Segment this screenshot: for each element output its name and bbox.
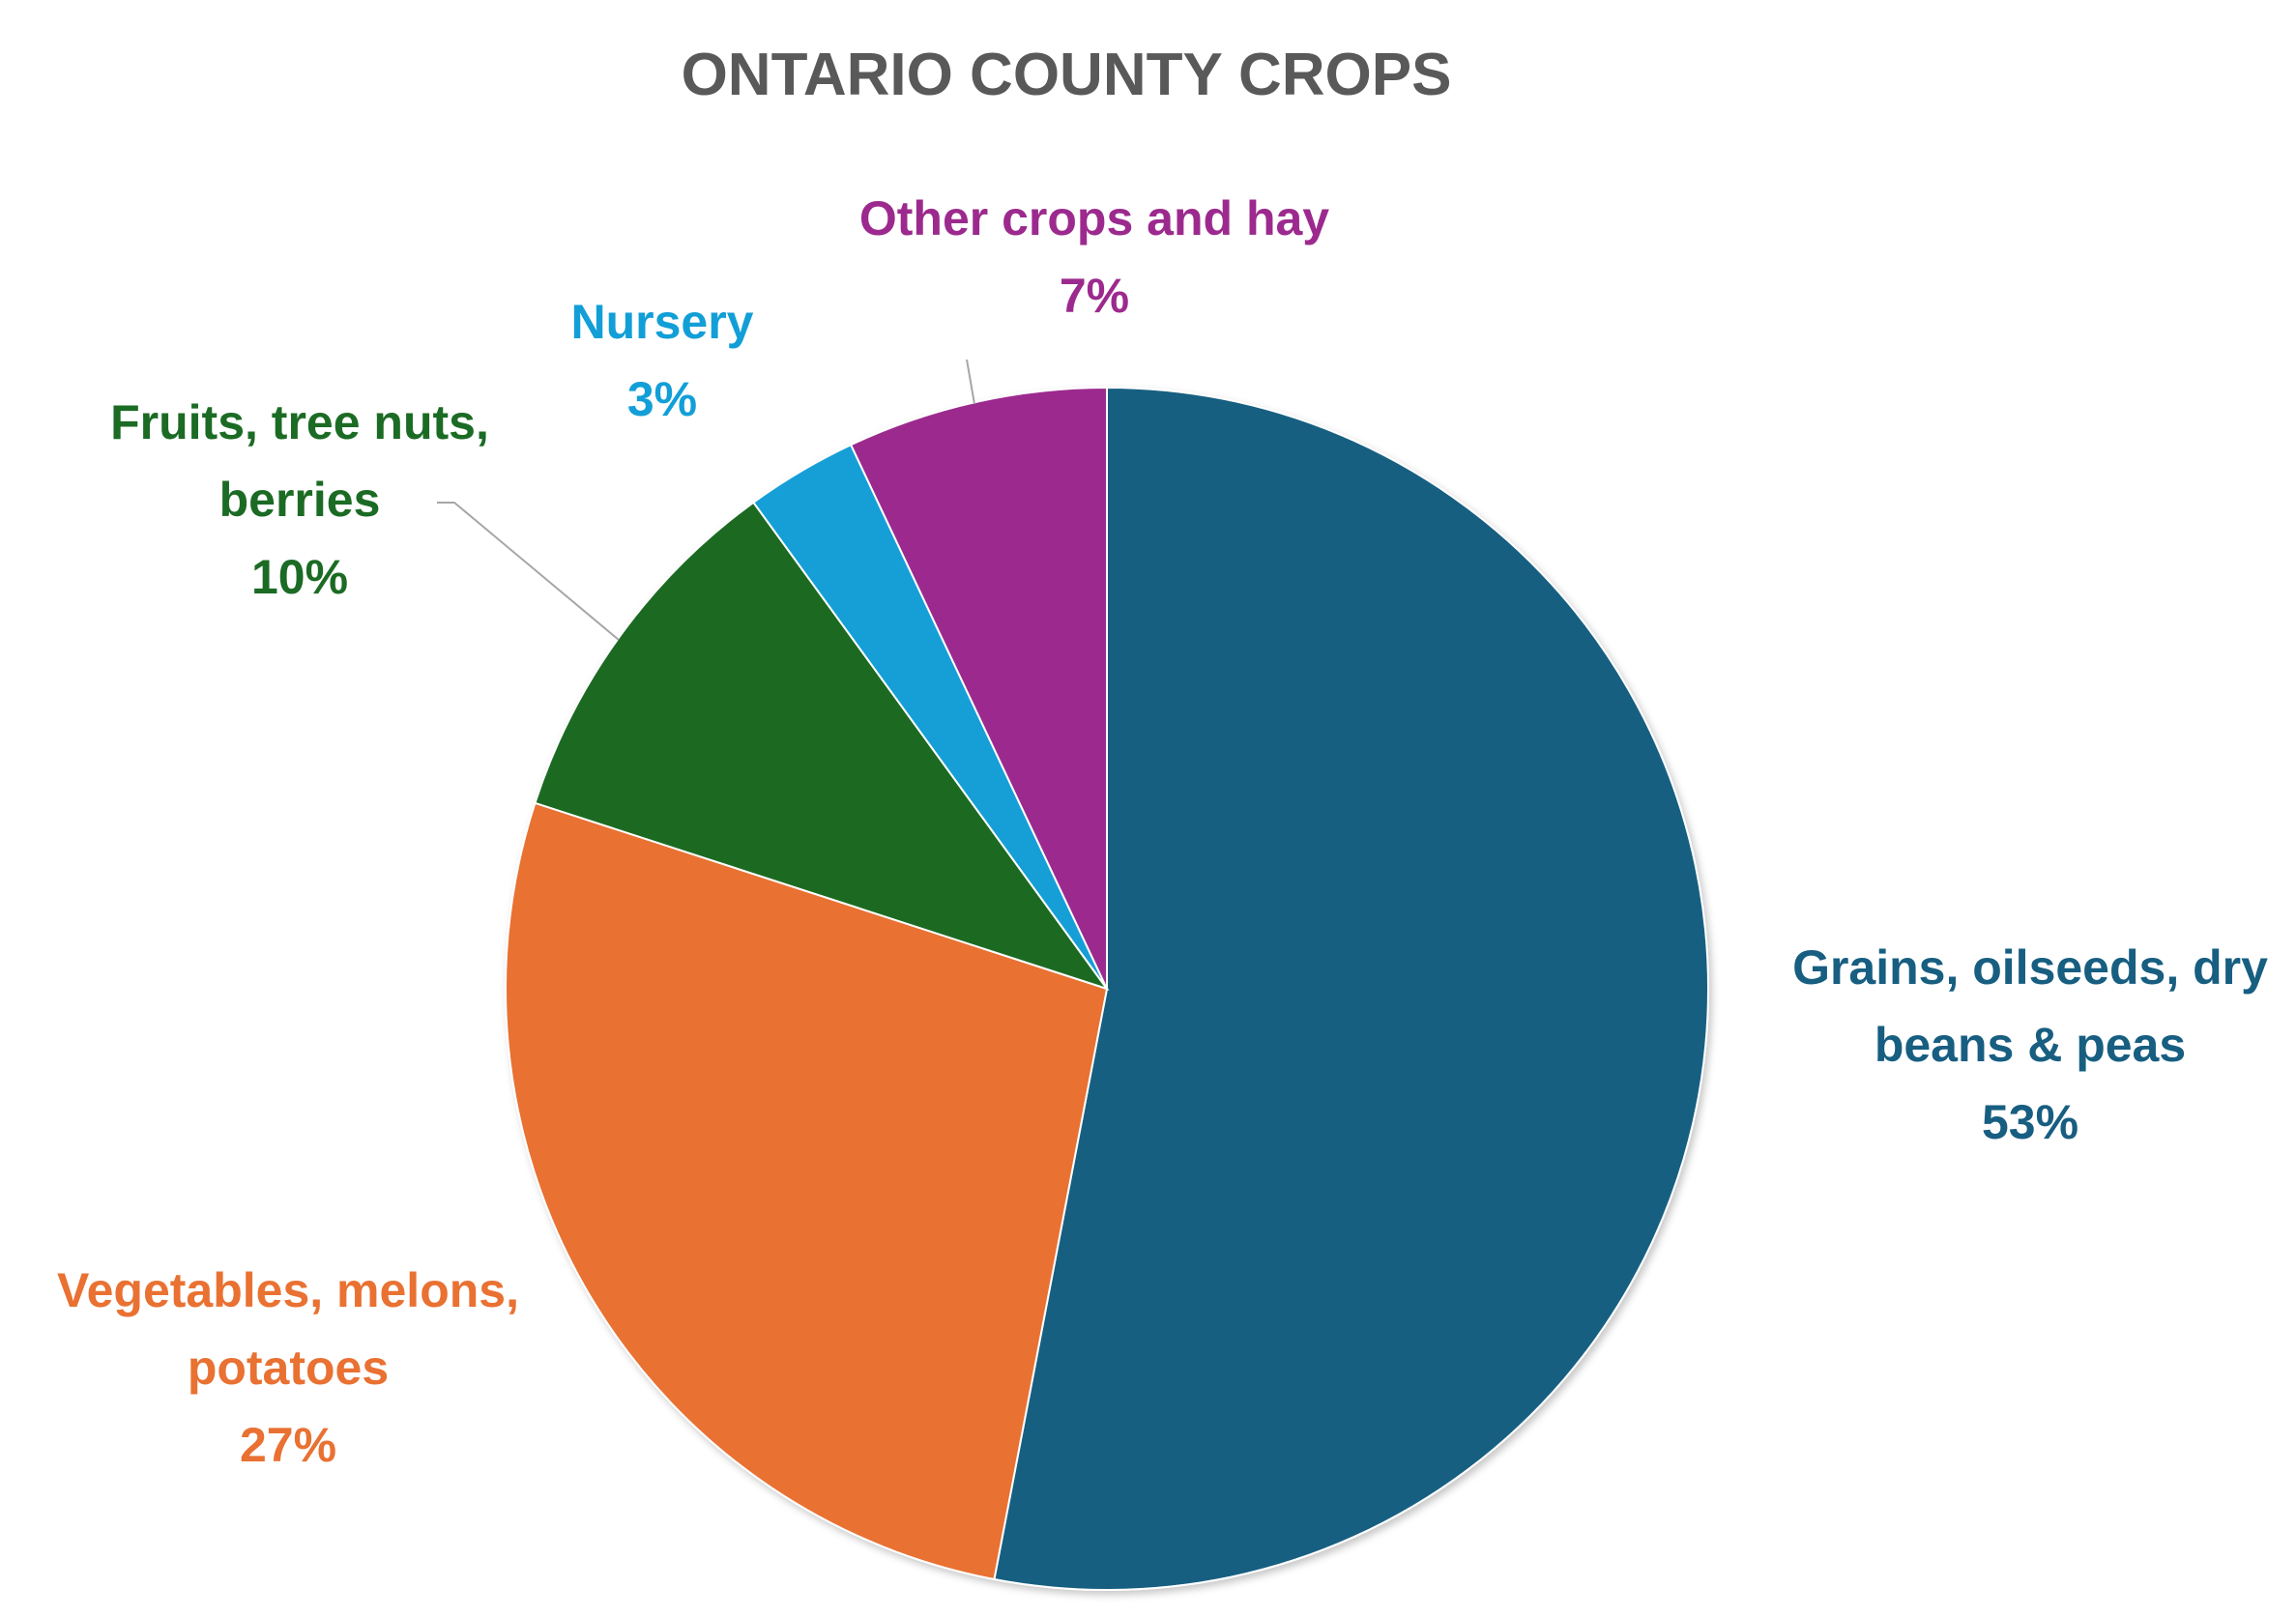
- data-label-category: beans & peas: [1875, 1018, 2186, 1072]
- data-label-category: Nursery: [571, 295, 754, 349]
- data-label-category: Grains, oilseeds, dry: [1792, 940, 2268, 995]
- leader-line-5: [966, 359, 975, 405]
- data-label-value: 3%: [627, 372, 697, 426]
- pie-slice-1: [993, 386, 1710, 1591]
- data-label-category: Vegetables, melons,: [57, 1263, 519, 1317]
- data-label-2: Vegetables, melons, potatoes 27%: [57, 1263, 519, 1472]
- data-label-value: 53%: [1982, 1095, 2078, 1149]
- pie-slice-5: [849, 386, 1108, 990]
- data-label-5: Other crops and hay 7%: [859, 191, 1329, 323]
- data-label-1: Grains, oilseeds, dry beans & peas 53%: [1792, 940, 2268, 1149]
- data-label-category: potatoes: [188, 1341, 389, 1395]
- leader-lines: [437, 359, 975, 641]
- pie-slice-2: [505, 801, 1109, 1581]
- data-label-value: 27%: [240, 1418, 336, 1472]
- data-label-4: Nursery 3%: [571, 295, 754, 426]
- data-label-category: berries: [219, 473, 381, 527]
- chart-title: ONTARIO COUNTY CROPS: [682, 42, 1452, 108]
- data-label-value: 10%: [251, 550, 348, 604]
- data-label-value: 7%: [1060, 269, 1129, 323]
- data-label-3: Fruits, tree nuts, berries 10%: [110, 395, 489, 604]
- pie-slice-3: [534, 501, 1110, 991]
- data-labels: Grains, oilseeds, dry beans & peas 53% Vege…: [57, 191, 2268, 1472]
- data-label-category: Other crops and hay: [859, 191, 1329, 245]
- pie-slices: [505, 386, 1710, 1591]
- data-label-category: Fruits, tree nuts,: [110, 395, 489, 449]
- leader-line-3: [437, 502, 620, 641]
